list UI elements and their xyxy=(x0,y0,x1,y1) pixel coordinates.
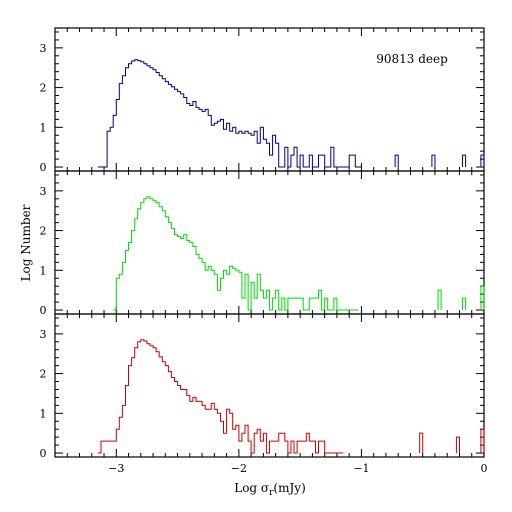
histogram-tail-bin xyxy=(480,428,485,454)
y-tick-label: 0 xyxy=(40,161,47,174)
histogram-tail-bin xyxy=(437,289,442,311)
x-tick-label: 0 xyxy=(481,462,488,475)
y-tick-label: 1 xyxy=(40,407,47,420)
histogram-tail-bin xyxy=(462,154,467,168)
y-tick-label: 0 xyxy=(40,304,47,317)
y-tick-label: 0 xyxy=(40,447,47,460)
x-axis-label-suffix: (mJy) xyxy=(273,481,305,495)
histogram-tail-bin xyxy=(480,154,485,168)
panel-1: 0 1 2 3 xyxy=(40,27,485,174)
panel-3: 0 1 2 3 −3 −2 −1 0 xyxy=(40,313,488,475)
x-tick-label: −3 xyxy=(108,462,124,475)
y-tick-label: 1 xyxy=(40,121,47,134)
y-tick-label: 3 xyxy=(40,185,47,198)
y-tick-label: 3 xyxy=(40,328,47,341)
y-tick-label: 1 xyxy=(40,264,47,277)
histogram-tail-bin xyxy=(455,436,460,454)
panel-2: 0 1 2 3 xyxy=(40,170,485,317)
annotation-label: 90813 deep xyxy=(376,52,448,66)
histogram-tail-bin xyxy=(462,297,467,311)
x-axis-label-subscript: r xyxy=(269,488,274,498)
x-tick-label: −2 xyxy=(231,462,247,475)
histogram-series xyxy=(113,196,359,311)
histogram-series xyxy=(97,59,362,168)
x-axis-label-prefix: Log σ xyxy=(234,481,269,495)
histogram-tail-bin xyxy=(480,285,485,311)
panel-frame xyxy=(54,313,485,458)
histogram-tail-bin xyxy=(419,432,424,454)
x-tick-label: −1 xyxy=(353,462,369,475)
y-tick-label: 2 xyxy=(40,368,47,381)
y-tick-label: 2 xyxy=(40,82,47,95)
y-axis-label: Log Number xyxy=(19,204,33,281)
histogram-tail-bin xyxy=(394,154,399,168)
y-tick-label: 2 xyxy=(40,225,47,238)
histogram-series xyxy=(97,339,343,454)
histogram-tail-bin xyxy=(431,154,436,168)
x-axis-label: Log σr(mJy) xyxy=(234,481,306,498)
y-tick-label: 3 xyxy=(40,42,47,55)
